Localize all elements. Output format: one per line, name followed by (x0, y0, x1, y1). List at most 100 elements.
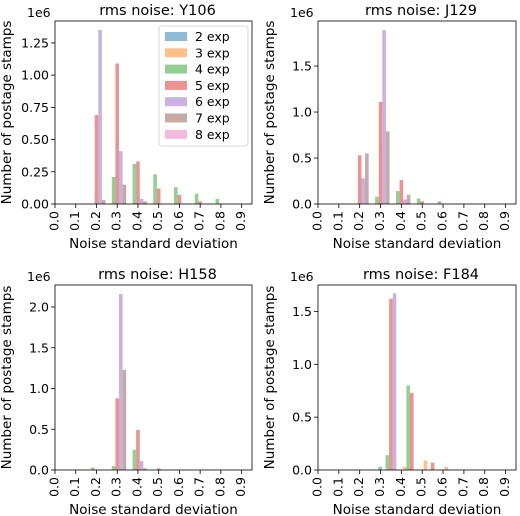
bar-4-exp-1 (406, 385, 410, 470)
x-tick-label: 0.4 (393, 211, 408, 231)
x-tick-label: 0.8 (476, 477, 491, 497)
x-tick-label: 0.3 (372, 211, 387, 231)
bar-6-exp-1 (382, 30, 386, 205)
x-tick-label: 0.3 (372, 477, 387, 497)
x-tick-label: 0.4 (393, 477, 408, 497)
y-tick-label: 1.0 (292, 357, 312, 372)
bar-6-exp-2 (403, 199, 407, 204)
x-tick-label: 0.1 (330, 477, 345, 497)
bar-6-exp-0 (98, 30, 102, 204)
bar-7-exp-1 (122, 184, 127, 204)
x-tick-label: 0.5 (414, 477, 429, 497)
bar-6-exp-1 (119, 151, 123, 204)
bar-4-exp-1 (111, 465, 116, 470)
x-tick-label: 0.1 (67, 211, 82, 231)
y-tick-label: 2.0 (29, 300, 49, 315)
x-tick-label: 0.7 (455, 211, 470, 231)
y-tick-label: 1.5 (292, 59, 312, 74)
bar-5-exp-2 (399, 180, 404, 204)
x-tick-label: 0.4 (129, 477, 144, 497)
legend-label: 2 exp (195, 29, 230, 44)
y-tick-label: 1.00 (21, 68, 49, 83)
bar-4-exp-2 (153, 174, 157, 204)
x-tick-label: 0.8 (476, 211, 491, 231)
bar-7-exp-0 (122, 369, 127, 470)
x-tick-label: 0.2 (88, 477, 103, 497)
bar-3-exp-2 (444, 466, 449, 470)
bar-4-exp-2 (416, 198, 421, 204)
x-tick-label: 0.7 (192, 211, 207, 231)
bar-5-exp-0 (389, 298, 393, 470)
y-tick-label: 0.5 (292, 151, 312, 166)
x-tick-label: 0.9 (233, 211, 248, 231)
axes-frame (54, 20, 253, 205)
bar-7-exp-0 (101, 200, 106, 204)
chart-panel-2: 0.0 0.1 0.2 0.3 0.4 0.5 0.6 0.7 0.8 0.9 0.0 0.5 1.0 1… (262, 3, 517, 252)
y-axis-label: Number of postage stamps (262, 286, 278, 470)
bar-5-exp-2 (430, 462, 435, 470)
legend-swatch (165, 129, 187, 139)
axes-frame (317, 284, 517, 471)
x-tick-label: 0.7 (192, 477, 207, 497)
y-tick-label: 1.5 (292, 304, 312, 319)
x-tick-label: 0.8 (212, 477, 227, 497)
x-tick-label: 0.9 (497, 211, 512, 231)
x-tick-label: 0.0 (310, 211, 325, 231)
bar-5-exp-5 (198, 201, 202, 204)
bar-5-exp-1 (115, 63, 120, 204)
x-tick-label: 0.6 (435, 477, 450, 497)
legend-label: 3 exp (195, 45, 230, 60)
bar-4-exp-0 (385, 455, 390, 470)
bar-4-exp-0 (375, 196, 379, 204)
x-tick-label: 0.3 (109, 211, 124, 231)
y-tick-label: 0.0 (292, 463, 312, 478)
x-tick-label: 0.6 (171, 477, 186, 497)
x-tick-label: 0.6 (435, 211, 450, 231)
bar-4-exp-3 (174, 187, 178, 204)
bar-5-exp-2 (156, 468, 161, 470)
legend-label: 6 exp (195, 94, 230, 109)
bar-3-exp-0 (402, 466, 407, 470)
y-tick-label: 0.25 (21, 164, 49, 179)
x-tick-label: 0.1 (67, 477, 82, 497)
bar-6-exp-1 (139, 461, 144, 470)
bar-5-exp-1 (409, 392, 414, 470)
bar-5-exp-1 (136, 430, 140, 470)
x-tick-label: 0.3 (109, 477, 124, 497)
x-tick-label: 0.9 (233, 477, 248, 497)
x-tick-label: 0.5 (414, 211, 429, 231)
bar-2-exp-0 (378, 466, 382, 470)
y-tick-label: 1.5 (29, 340, 49, 355)
x-tick-label: 0.0 (47, 211, 62, 231)
y-axis-label: Number of postage stamps (262, 21, 278, 205)
bar-5-exp-3 (156, 188, 161, 204)
bar-4-exp-1 (132, 164, 137, 204)
legend-swatch (165, 32, 187, 41)
chart-title: rms noise: F184 (363, 267, 479, 283)
bar-5-exp-0 (115, 398, 120, 470)
y-tick-label: 0.00 (21, 197, 49, 212)
chart-panel-3: 0.0 0.1 0.2 0.3 0.4 0.5 0.6 0.7 0.8 0.9 0.0 0.5 1.0 1… (0, 267, 253, 516)
legend-label: 5 exp (195, 78, 230, 93)
y-tick-label: 0.50 (21, 132, 49, 147)
x-axis-label: Noise standard deviation (69, 502, 238, 516)
legend-swatch (165, 113, 187, 123)
axes-frame (54, 284, 253, 471)
bar-4-exp-1 (395, 191, 400, 204)
x-axis-label: Noise standard deviation (69, 236, 238, 252)
legend-swatch (165, 64, 187, 74)
x-tick-label: 0.5 (150, 211, 165, 231)
x-tick-label: 0.2 (88, 211, 103, 231)
legend-label: 8 exp (195, 127, 230, 142)
bar-6-exp-0 (361, 178, 366, 204)
y-axis-label: Number of postage stamps (0, 21, 15, 205)
y-tick-label: 1.0 (29, 381, 49, 396)
y-tick-label: 0.0 (292, 197, 312, 212)
x-tick-label: 0.5 (150, 477, 165, 497)
x-tick-label: 0.0 (47, 477, 62, 497)
bar-4-exp-0 (91, 467, 95, 470)
bar-7-exp-0 (365, 153, 369, 204)
bar-5-exp-3 (420, 201, 425, 204)
